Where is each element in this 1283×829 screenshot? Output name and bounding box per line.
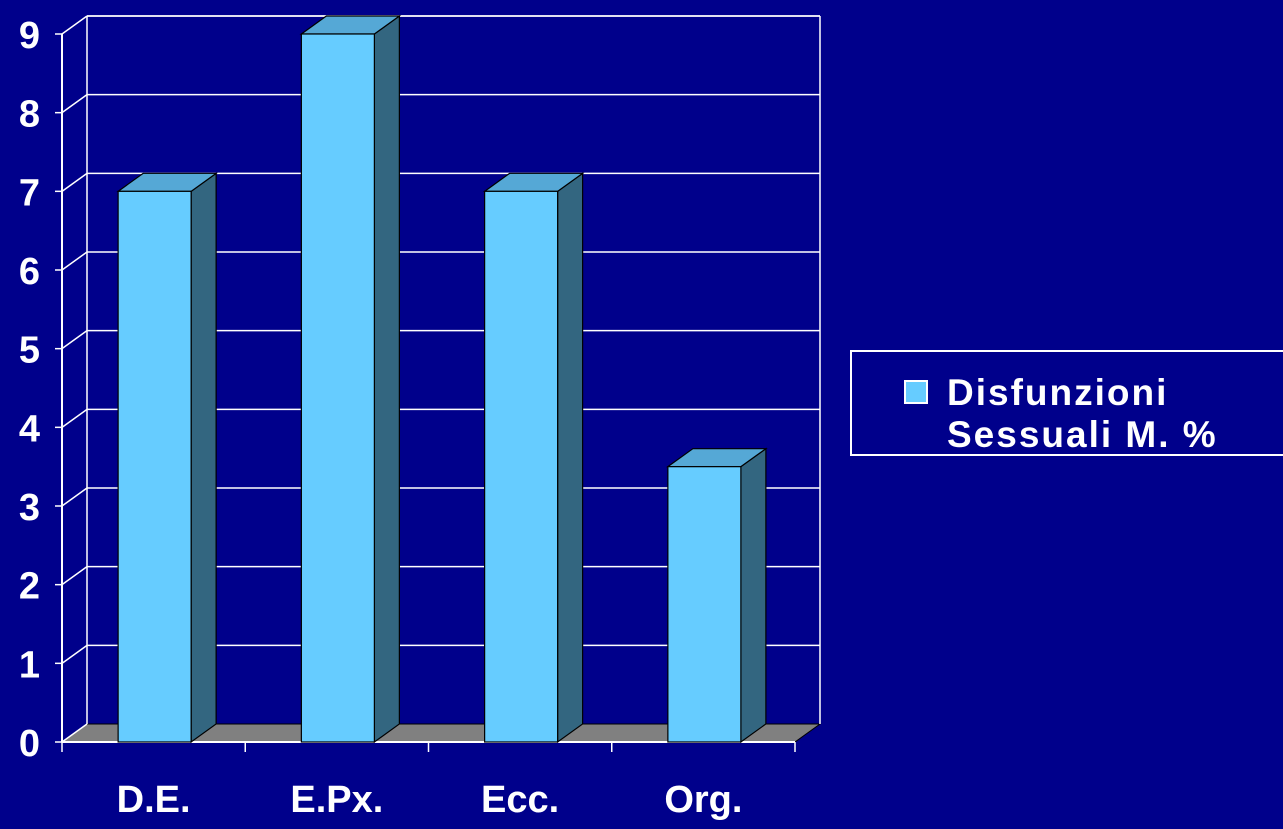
gridline-diagonal — [61, 94, 88, 114]
bar — [299, 14, 402, 744]
legend-label-line2: Sessuali M. % — [947, 414, 1218, 455]
bar-front — [667, 466, 742, 743]
bar-side — [740, 447, 767, 744]
y-tick-label: 5 — [19, 330, 40, 372]
bar-side — [557, 172, 584, 744]
y-tick-label: 3 — [19, 487, 40, 529]
y-tick-label: 4 — [19, 408, 40, 450]
y-tick-label: 0 — [19, 723, 40, 765]
bar-side — [190, 172, 217, 744]
gridline-diagonal — [61, 330, 88, 350]
gridline-diagonal — [61, 251, 88, 271]
y-tick-label: 2 — [19, 566, 40, 608]
bar-front — [484, 190, 559, 743]
legend-label-line1: Disfunzioni — [947, 372, 1169, 413]
legend-label: Disfunzioni Sessuali M. % — [947, 372, 1277, 456]
x-tick-label: Org. — [664, 779, 742, 821]
gridline-diagonal — [61, 408, 88, 428]
legend: Disfunzioni Sessuali M. % — [850, 350, 1283, 456]
y-tick-label: 1 — [19, 644, 40, 686]
bar — [116, 172, 218, 744]
bar-front — [300, 33, 375, 743]
bar — [666, 447, 768, 744]
bar — [482, 172, 585, 744]
gridline-diagonal — [61, 723, 88, 743]
bar-chart: 0 1 2 3 4 5 6 7 8 9 D.E. E.Px. Ecc. Org. — [19, 14, 822, 821]
bar-side — [373, 14, 400, 744]
gridline-diagonal — [61, 172, 88, 192]
bar-front — [117, 190, 192, 743]
x-tick-label: Ecc. — [481, 779, 559, 821]
x-tick-label: E.Px. — [290, 779, 383, 821]
tick-labels: 0 1 2 3 4 5 6 7 8 9 D.E. E.Px. Ecc. Org. — [19, 15, 743, 821]
gridline-diagonal — [61, 487, 88, 507]
gridline-diagonal — [61, 566, 88, 586]
y-tick-label: 7 — [19, 172, 40, 214]
y-tick-label: 8 — [19, 94, 40, 136]
x-tick-label: D.E. — [117, 779, 191, 821]
gridline-diagonal — [61, 15, 88, 35]
y-tick-label: 6 — [19, 251, 40, 293]
bars — [116, 14, 768, 744]
legend-swatch — [904, 380, 928, 404]
gridline-diagonal — [61, 644, 88, 664]
y-tick-label: 9 — [19, 15, 40, 57]
